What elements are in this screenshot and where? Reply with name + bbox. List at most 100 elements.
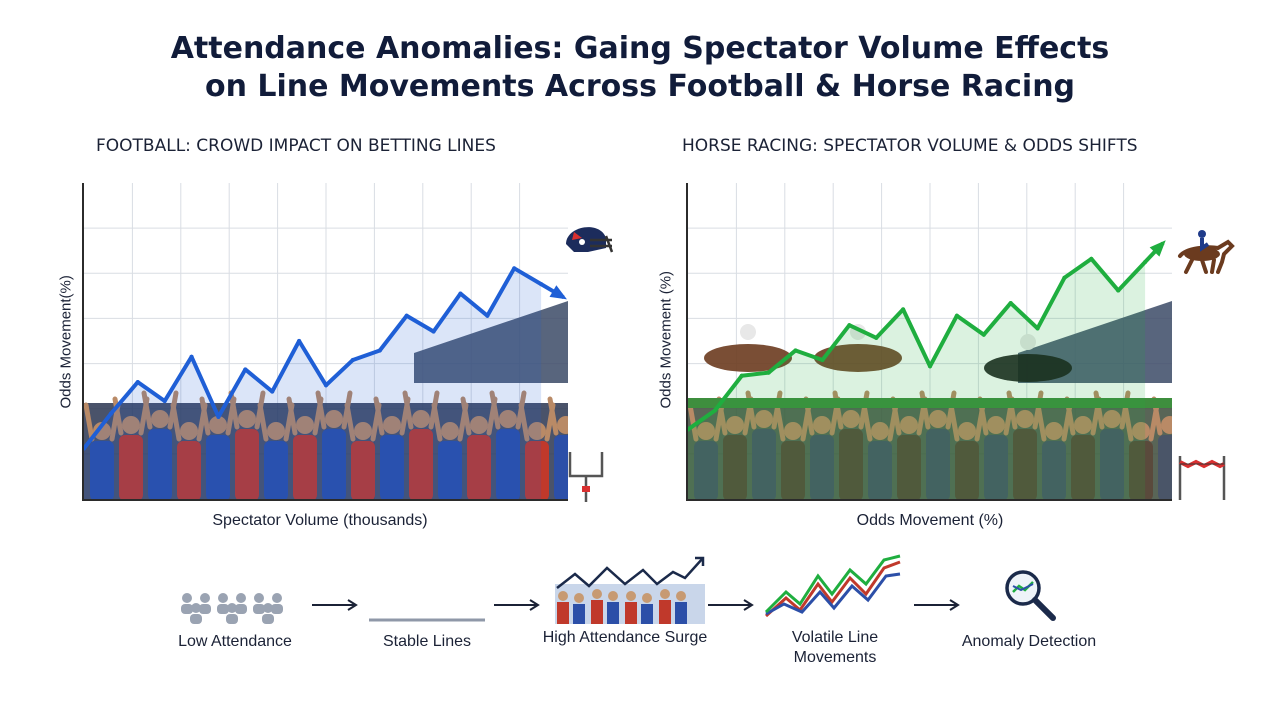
football-chart-title: FOOTBALL: CROWD IMPACT ON BETTING LINES <box>96 136 496 156</box>
series-segment <box>243 367 275 394</box>
series-segment <box>216 367 248 419</box>
data-point <box>874 335 879 340</box>
racing-y-axis-label: Odds Movement (%) <box>657 270 675 409</box>
spectator-body <box>148 429 172 499</box>
crowd-surge-icon <box>540 556 710 624</box>
spectator-head <box>1045 422 1063 440</box>
series-segment <box>377 313 409 353</box>
data-point <box>1116 288 1121 293</box>
series-segment <box>458 291 490 318</box>
data-point <box>512 266 517 271</box>
spectator-head <box>412 410 430 428</box>
series-segment <box>1008 301 1040 331</box>
data-point <box>297 339 302 343</box>
spectator-arm <box>547 396 559 436</box>
spectator-body <box>752 429 776 499</box>
spectator-body <box>1129 441 1153 499</box>
spectator-body <box>1042 441 1066 499</box>
football-chart <box>82 183 568 501</box>
racing-chart-svg <box>688 183 1172 499</box>
flow-step-label: Anomaly Detection <box>961 633 1097 650</box>
spectator-body <box>723 435 747 499</box>
spectator-head <box>1016 410 1034 428</box>
spectator-body <box>90 441 114 499</box>
spectator-head <box>209 416 227 434</box>
spectator-body <box>554 435 568 499</box>
spectator-arm <box>141 390 153 430</box>
series-segment <box>108 380 140 416</box>
trend-arrow-head <box>1149 240 1166 257</box>
data-point <box>1035 326 1040 331</box>
series-segment <box>404 313 436 334</box>
series-segment <box>162 354 194 404</box>
flow-step-high-attendance: High Attendance Surge <box>540 556 710 648</box>
series-segment <box>981 301 1013 337</box>
data-point <box>324 383 328 388</box>
racetrack-turf <box>688 398 1172 408</box>
title-line-1: Attendance Anomalies: Gaing Spectator Vo… <box>170 31 1110 66</box>
trend-arrow-head <box>549 285 567 300</box>
series-segment <box>1089 256 1121 293</box>
data-point <box>431 329 436 334</box>
spectator-body <box>984 435 1008 499</box>
jockey-horse-icon <box>1172 226 1238 281</box>
spectator-head <box>958 422 976 440</box>
spectator-head <box>557 416 568 434</box>
spectator-arm <box>688 402 699 442</box>
flow-step-label: Stable Lines <box>382 633 472 650</box>
spectator-body <box>1158 435 1172 499</box>
spectator-body <box>351 441 375 499</box>
spectator-body <box>781 441 805 499</box>
spectator-body <box>293 435 317 499</box>
spectator-body <box>955 441 979 499</box>
series-segment <box>512 266 544 287</box>
spectator-head <box>325 410 343 428</box>
flow-step-stable-lines: Stable Lines <box>342 560 512 652</box>
spectator-head <box>383 416 401 434</box>
spectator-body <box>897 435 921 499</box>
spectator-arm <box>344 402 356 442</box>
magnifier-icon <box>944 560 1114 624</box>
series-segment <box>847 323 879 340</box>
data-point <box>270 389 275 394</box>
spectator-head <box>987 416 1005 434</box>
series-area <box>84 268 542 499</box>
series-segment <box>688 408 717 432</box>
spectator-arm <box>948 402 960 442</box>
series-segment <box>189 354 221 419</box>
flow-step-label: Volatile Line Movements <box>791 629 879 666</box>
main-title: Attendance Anomalies: Gaing Spectator Vo… <box>0 30 1280 106</box>
flow-step-label: High Attendance Surge <box>542 629 708 646</box>
series-segment <box>1116 260 1148 293</box>
series-segment <box>1062 256 1094 280</box>
flow-step-anomaly-detection: Anomaly Detection <box>944 560 1114 652</box>
spectator-arm <box>1122 402 1134 442</box>
spectator-arm <box>431 402 443 442</box>
crowd-small-icon <box>150 560 320 624</box>
series-segment <box>135 380 167 404</box>
spectator-body <box>496 429 520 499</box>
jockey <box>740 324 756 340</box>
flow-step-volatile-lines: Volatile Line Movements <box>750 554 920 668</box>
spectator-body <box>409 429 433 499</box>
series-area <box>688 258 1146 499</box>
series-segment <box>820 323 852 362</box>
series-segment <box>84 411 113 451</box>
data-point <box>377 348 382 353</box>
series-segment <box>793 348 825 362</box>
spectator-arm <box>84 402 95 442</box>
data-point <box>793 348 798 353</box>
spectator-head <box>813 416 831 434</box>
series-segment <box>954 313 986 337</box>
spectator-head <box>900 416 918 434</box>
data-point <box>954 313 959 318</box>
spectator-arm <box>199 396 211 436</box>
spectator-arm <box>861 402 873 442</box>
data-point <box>404 313 409 318</box>
data-point <box>739 373 744 378</box>
series-segment <box>431 291 463 334</box>
racing-chart <box>686 183 1172 501</box>
spectator-arm <box>402 390 414 430</box>
spectator-body <box>438 441 462 499</box>
series-segment <box>1035 275 1067 331</box>
